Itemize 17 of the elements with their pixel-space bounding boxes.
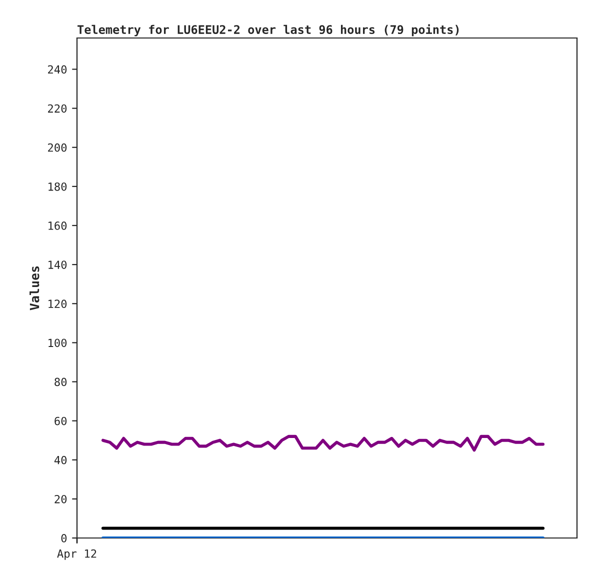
chart-title: Telemetry for LU6EEU2-2 over last 96 hours (79 points) xyxy=(78,24,459,36)
y-axis-title: Values xyxy=(30,266,40,310)
y-tick-label: 0 xyxy=(61,534,67,542)
y-tick-label: 40 xyxy=(54,456,67,464)
line-series xyxy=(101,434,545,452)
y-tick-label: 100 xyxy=(48,338,67,348)
y-tick-label: 80 xyxy=(54,378,67,386)
y-tick-label: 220 xyxy=(48,104,67,113)
y-tick-label: 120 xyxy=(48,300,67,308)
y-tick-label: 200 xyxy=(48,143,67,152)
y-tick-label: 20 xyxy=(54,494,67,504)
y-tick-label: 160 xyxy=(48,222,67,230)
y-tick-label: 60 xyxy=(54,416,67,426)
text: Apr 12 xyxy=(57,549,96,560)
y-tick-label: 140 xyxy=(48,260,67,269)
y-tick-label: 180 xyxy=(48,182,67,191)
y-tick-label: 240 xyxy=(48,65,67,74)
